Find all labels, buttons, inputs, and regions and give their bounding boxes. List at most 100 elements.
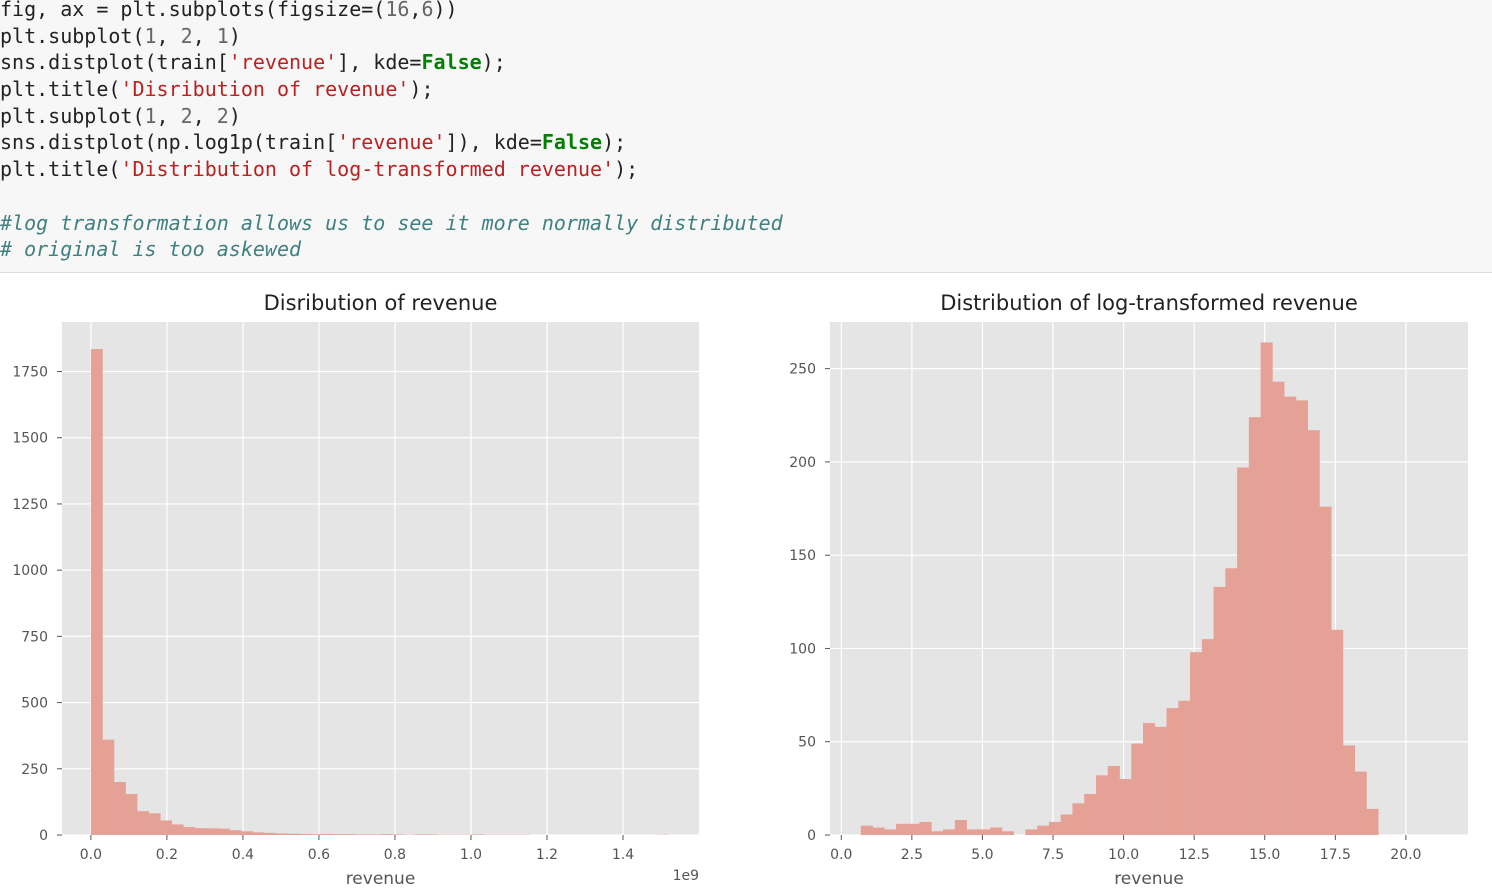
histogram-bar xyxy=(391,834,403,835)
code-token: , xyxy=(193,24,217,48)
histogram-bar xyxy=(1343,745,1355,835)
axis-offset-text: 1e9 xyxy=(673,868,699,884)
code-token: 6 xyxy=(421,0,433,21)
code-token: ); xyxy=(482,50,506,74)
histogram-bar xyxy=(380,834,392,835)
histogram-bar xyxy=(1084,794,1096,835)
histogram-bar xyxy=(978,829,990,835)
histogram-bar xyxy=(1319,507,1331,835)
histogram-bar xyxy=(1061,814,1073,835)
histogram-bar xyxy=(472,834,484,835)
y-tick-label: 100 xyxy=(789,641,816,657)
chart-title: Disribution of revenue xyxy=(264,291,498,315)
histogram-bar xyxy=(1214,587,1226,835)
plot-area xyxy=(62,322,699,835)
code-token: 'Distribution of log-transformed revenue… xyxy=(120,157,614,181)
code-line: #log transformation allows us to see it … xyxy=(0,210,783,237)
code-token: )) xyxy=(434,0,458,21)
code-token: ], kde= xyxy=(337,50,421,74)
y-tick-label: 1500 xyxy=(12,431,48,447)
histogram-bar xyxy=(1249,417,1261,835)
code-token: , xyxy=(157,104,181,128)
histogram-bar xyxy=(230,830,242,835)
histogram-bar xyxy=(426,834,438,835)
code-token: 'revenue' xyxy=(337,130,445,154)
code-token: 'Disribution of revenue' xyxy=(120,77,409,101)
histogram-bar xyxy=(1355,772,1367,835)
histogram-bar xyxy=(884,829,896,835)
code-token: fig, ax = plt.subplots(figsize=( xyxy=(0,0,385,21)
histogram-bar xyxy=(1225,568,1237,835)
code-token: 1 xyxy=(145,104,157,128)
histogram-bar xyxy=(1155,727,1167,835)
histogram-bar xyxy=(943,829,955,835)
histogram-bar xyxy=(1037,826,1049,835)
code-token: plt.subplot( xyxy=(0,104,145,128)
histogram-bar xyxy=(931,831,943,835)
x-tick-label: 17.5 xyxy=(1320,847,1351,863)
histogram-bar xyxy=(920,822,932,835)
x-tick-label: 20.0 xyxy=(1390,847,1421,863)
x-tick-label: 15.0 xyxy=(1249,847,1280,863)
x-tick-label: 2.5 xyxy=(901,847,923,863)
histogram-bar xyxy=(172,824,184,835)
y-tick-label: 150 xyxy=(789,548,816,564)
code-token: ); xyxy=(614,157,638,181)
histogram-bar xyxy=(276,833,288,835)
histogram-bar xyxy=(1025,829,1037,835)
histogram-bar xyxy=(137,811,149,835)
x-tick-label: 7.5 xyxy=(1042,847,1064,863)
code-line: plt.subplot(1, 2, 2) xyxy=(0,103,783,130)
code-token: False xyxy=(421,50,481,74)
histogram-bar xyxy=(873,828,885,835)
histogram-bar xyxy=(206,828,218,835)
histogram-bar xyxy=(1178,701,1190,835)
histogram-bar xyxy=(183,827,195,835)
code-cell[interactable]: fig, ax = plt.subplots(figsize=(16,6)) pl… xyxy=(0,0,1492,273)
histogram-bar xyxy=(896,824,908,835)
histogram-bar xyxy=(334,834,346,835)
code-line: fig, ax = plt.subplots(figsize=(16,6)) xyxy=(0,0,783,23)
x-tick-label: 0.4 xyxy=(232,847,254,863)
code-token: 2 xyxy=(217,104,229,128)
histogram-bar xyxy=(195,828,207,835)
histogram-bar xyxy=(264,833,276,835)
code-token: , xyxy=(409,0,421,21)
code-token: sns.distplot(train[ xyxy=(0,50,229,74)
histogram-bar xyxy=(414,834,426,835)
x-tick-label: 5.0 xyxy=(971,847,993,863)
x-axis-label: revenue xyxy=(1114,869,1184,889)
y-tick-label: 500 xyxy=(21,696,48,712)
x-tick-label: 1.0 xyxy=(460,847,482,863)
y-tick-label: 250 xyxy=(789,362,816,378)
histogram-bar xyxy=(1202,639,1214,835)
histogram-bar xyxy=(1120,779,1132,835)
histogram-bar xyxy=(1002,831,1014,835)
histogram-bar xyxy=(1331,630,1343,835)
y-tick-label: 50 xyxy=(798,735,816,751)
code-editor[interactable]: fig, ax = plt.subplots(figsize=(16,6)) pl… xyxy=(0,0,783,263)
x-tick-label: 0.0 xyxy=(830,847,852,863)
histogram-bar xyxy=(357,834,369,835)
chart-title: Distribution of log-transformed revenue xyxy=(940,291,1358,315)
y-tick-label: 750 xyxy=(21,629,48,645)
x-tick-label: 12.5 xyxy=(1179,847,1210,863)
code-token: plt.title( xyxy=(0,77,120,101)
code-token: 1 xyxy=(217,24,229,48)
code-line: # original is too askewed xyxy=(0,236,783,263)
x-tick-label: 1.2 xyxy=(536,847,558,863)
histogram-bar xyxy=(322,834,334,835)
histogram-bar xyxy=(1296,400,1308,835)
histogram-bar xyxy=(345,834,357,835)
y-tick-label: 200 xyxy=(789,455,816,471)
histogram-bar xyxy=(1049,822,1061,835)
code-token: ) xyxy=(229,104,241,128)
code-token: sns.distplot(np.log1p(train[ xyxy=(0,130,337,154)
code-token: 'revenue' xyxy=(229,50,337,74)
code-token: 1 xyxy=(145,24,157,48)
code-token: ); xyxy=(602,130,626,154)
code-token: , xyxy=(193,104,217,128)
